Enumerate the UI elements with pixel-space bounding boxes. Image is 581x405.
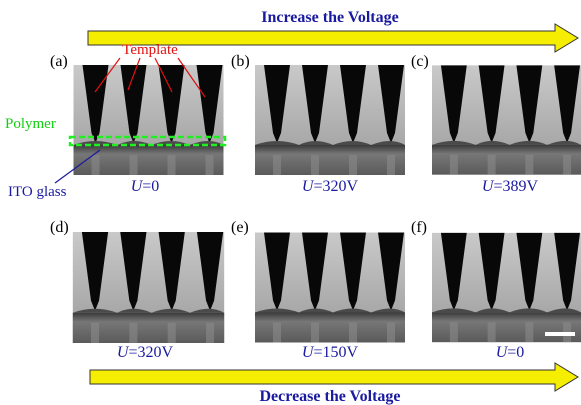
panel-caption: U=389V xyxy=(482,178,539,195)
annotation: Template xyxy=(122,42,178,58)
caption-value: =0 xyxy=(142,178,159,195)
arrow-label: Decrease the Voltage xyxy=(260,388,401,405)
arrow xyxy=(90,363,578,391)
panel-tag: (f) xyxy=(411,219,427,236)
panel-image xyxy=(73,232,224,343)
annotation: Polymer xyxy=(5,116,56,132)
panel-tag: (a) xyxy=(50,53,68,70)
panel-tag: (e) xyxy=(231,219,249,236)
panel-caption: U=320V xyxy=(117,344,174,361)
panel-caption: U=0 xyxy=(496,344,525,361)
annotation: ITO glass xyxy=(8,184,67,200)
panel-tag: (c) xyxy=(411,53,429,70)
panel-tag: (b) xyxy=(231,53,250,70)
panel-caption: U=0 xyxy=(131,178,160,195)
panel-caption: U=150V xyxy=(302,344,359,361)
figure: Increase the Voltage Template Polymer IT… xyxy=(0,0,581,405)
panel-caption: U=320V xyxy=(302,178,359,195)
arrow-label: Increase the Voltage xyxy=(261,9,398,26)
caption-value: =150V xyxy=(313,344,358,361)
panel-image xyxy=(432,65,581,174)
caption-value: =320V xyxy=(313,178,358,195)
caption-value: =389V xyxy=(493,178,538,195)
caption-value: =320V xyxy=(128,344,173,361)
panel-image xyxy=(74,65,224,175)
caption-value: =0 xyxy=(507,344,524,361)
panel-image xyxy=(255,233,405,343)
scale-bar xyxy=(545,332,575,336)
panel-tag: (d) xyxy=(50,219,69,236)
panel-image xyxy=(255,65,405,175)
page: Increase the Voltage Template Polymer IT… xyxy=(0,0,581,405)
panel-image xyxy=(432,233,581,342)
